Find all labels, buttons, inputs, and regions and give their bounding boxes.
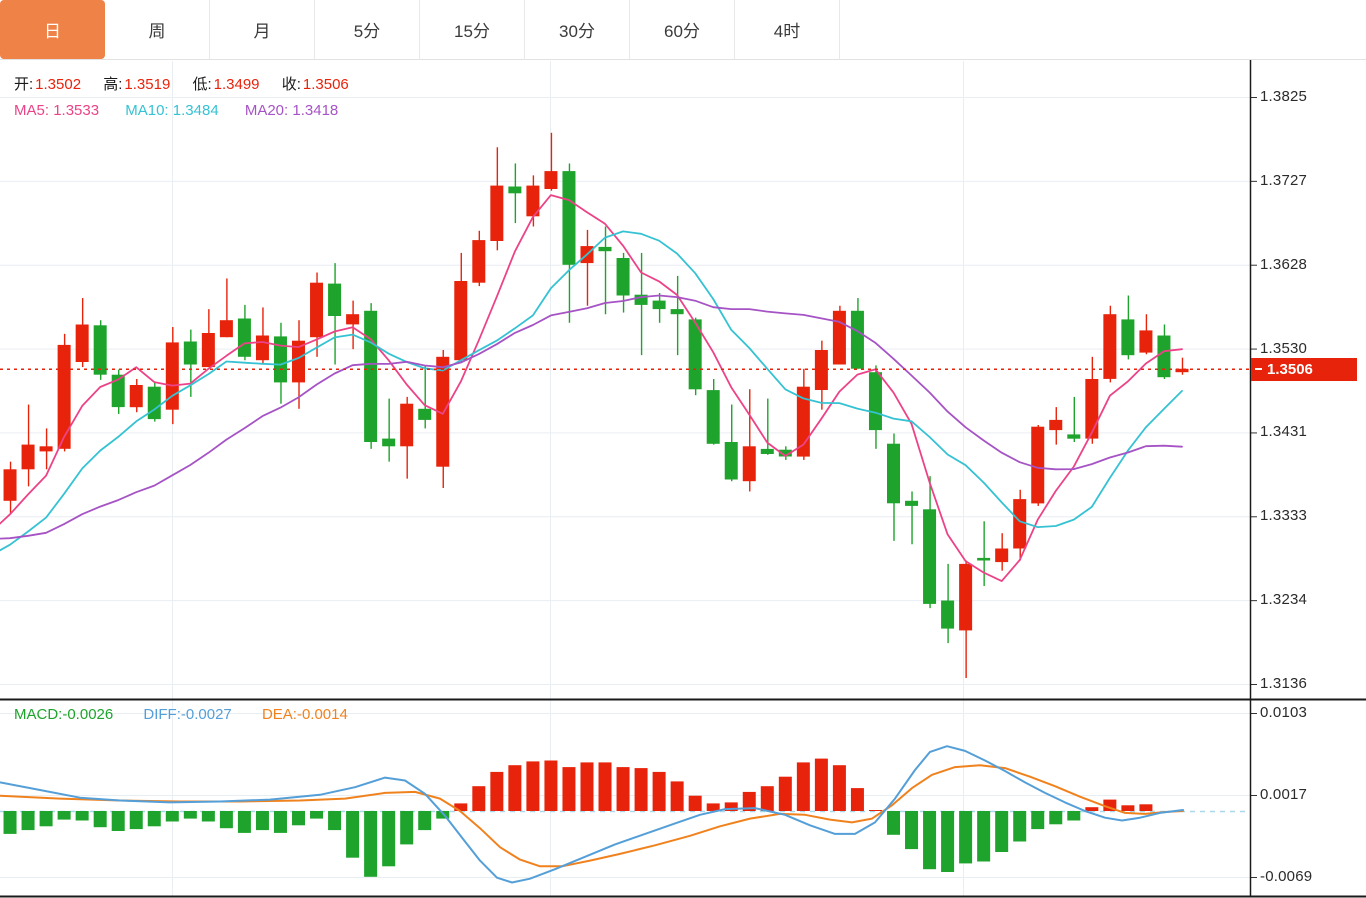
price-axis-label-7: 1.3136: [1260, 674, 1308, 692]
close-label: 收:: [281, 76, 301, 93]
macd-axis-label-0: 0.0103: [1260, 704, 1308, 721]
ma10-label: MA10:: [125, 102, 169, 119]
tab-30min[interactable]: 30分: [525, 0, 630, 59]
timeframe-tab-bar: 日周月 5分 15分 30分 60分 4时: [0, 0, 1366, 60]
tab-weekly[interactable]: 周: [105, 0, 210, 59]
open-value: 1.3502: [35, 76, 82, 93]
ma20-label: MA20:: [244, 102, 289, 119]
macd-readout: MACD:-0.0026 DIFF:-0.0027 DEA:-0.0014: [14, 706, 374, 723]
ma-readout: MA5: 1.3533 MA10: 1.3484 MA20: 1.3418: [14, 102, 360, 119]
macd-layer: [0, 745, 1184, 884]
ohlc-readout: 开: 1.3502 高: 1.3519 低: 1.3499 收: 1.3506: [14, 73, 367, 94]
tab-5min[interactable]: 5分: [315, 0, 420, 59]
diff-value: -0.0027: [180, 706, 232, 723]
open-label: 开:: [14, 76, 34, 93]
ma5-value: 1.3533: [53, 102, 100, 119]
low-value: 1.3499: [213, 76, 260, 93]
price-axis-label-3: 1.3530: [1260, 339, 1308, 357]
dea-label: DEA:: [261, 706, 297, 723]
ma-lines-layer: [0, 194, 1183, 582]
price-axis-label-5: 1.3333: [1260, 507, 1308, 525]
dea-value: -0.0014: [296, 706, 348, 723]
ma20-value: 1.3418: [292, 102, 339, 119]
macd-axis-label-1: 0.0017: [1260, 786, 1308, 803]
price-axis-label-1: 1.3727: [1260, 171, 1308, 189]
price-axis-label-2: 1.3628: [1260, 255, 1308, 273]
tab-monthly[interactable]: 月: [210, 0, 315, 59]
ma10-value: 1.3484: [172, 102, 219, 119]
tab-15min[interactable]: 15分: [420, 0, 525, 59]
tab-4hour[interactable]: 4时: [735, 0, 840, 59]
ma5-label: MA5:: [14, 102, 50, 119]
last-price-badge: 1.3506: [1251, 358, 1357, 381]
tab-daily[interactable]: 日: [0, 0, 105, 59]
price-axis-label-6: 1.3234: [1260, 591, 1308, 609]
price-axis-label-0: 1.3825: [1260, 88, 1308, 105]
tab-60min[interactable]: 60分: [630, 0, 735, 59]
high-label: 高:: [103, 76, 123, 93]
high-value: 1.3519: [124, 76, 171, 93]
diff-label: DIFF:: [143, 706, 181, 723]
price-axis-label-4: 1.3431: [1260, 423, 1308, 441]
close-value: 1.3506: [302, 76, 349, 93]
macd-label: MACD:: [14, 706, 63, 723]
low-label: 低:: [192, 76, 212, 93]
candles-layer: [3, 132, 1189, 679]
macd-value: -0.0026: [62, 706, 114, 723]
macd-axis-label-2: -0.0069: [1260, 868, 1313, 885]
